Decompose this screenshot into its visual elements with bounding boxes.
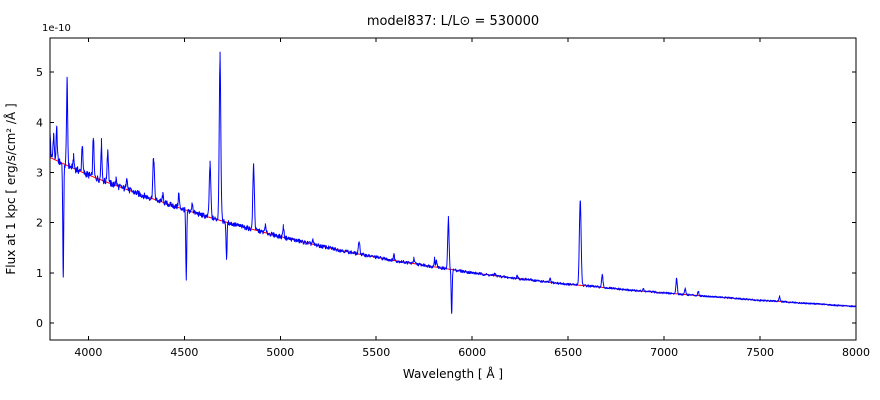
x-tick-label: 7000: [650, 346, 678, 359]
y-axis-label: Flux at 1 kpc [ erg/s/cm² /Å ]: [3, 103, 18, 274]
y-offset-label: 1e-10: [42, 23, 71, 34]
plot-area: [50, 38, 856, 340]
axes-frame: [49, 37, 857, 341]
x-tick-label: 7500: [746, 346, 774, 359]
x-tick-label: 6500: [554, 346, 582, 359]
plot-layer: 4000 4500 5000 5500 6000 6500 7000 7500 8000 0 1 2 3…: [36, 38, 870, 359]
y-tick-label: 2: [36, 217, 43, 230]
y-tick-label: 4: [36, 116, 43, 129]
y-tick-label: 0: [36, 317, 43, 330]
x-tick-label: 8000: [842, 346, 870, 359]
x-tick-label: 5500: [362, 346, 390, 359]
spectrum-line: [50, 51, 856, 314]
x-tick-label: 4000: [74, 346, 102, 359]
y-tick-label: 5: [36, 66, 43, 79]
x-axis-label: Wavelength [ Å ]: [403, 366, 503, 381]
y-tick-label: 3: [36, 166, 43, 179]
chart-title: model837: L/L⊙ = 530000: [367, 14, 539, 29]
x-tick-label: 6000: [458, 346, 486, 359]
y-tick-label: 1: [36, 267, 43, 280]
x-tick-label: 4500: [170, 346, 198, 359]
x-tick-label: 5000: [266, 346, 294, 359]
